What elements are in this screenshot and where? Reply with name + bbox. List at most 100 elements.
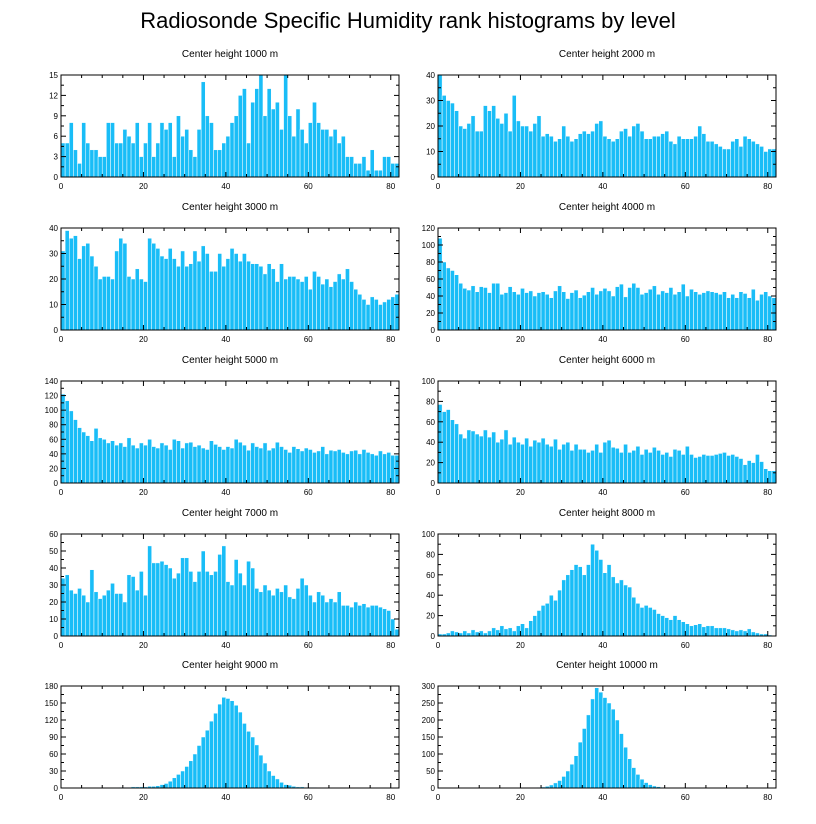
panel-1-bar xyxy=(167,122,173,178)
panel-6-bar xyxy=(685,446,690,484)
panel-10-ytick-label: 150 xyxy=(422,733,436,742)
panel-5-bar xyxy=(97,437,103,484)
panel-6-bar xyxy=(598,452,604,484)
panel-4-xtick-label: 80 xyxy=(763,335,772,344)
panel-1-bar xyxy=(110,122,115,178)
panel-1-bar xyxy=(295,108,301,178)
panel-1-bar xyxy=(139,156,144,178)
panel-7-bar xyxy=(106,589,111,637)
panel-6-bar xyxy=(643,449,649,484)
panel-7-bar xyxy=(139,571,144,637)
panel-3-xtick-label: 40 xyxy=(221,335,230,344)
panel-3-bar xyxy=(295,278,301,331)
panel-10-xtick-label: 0 xyxy=(436,793,441,802)
panel-1-bar xyxy=(328,135,334,178)
panel-5-bar xyxy=(167,449,173,484)
panel-1-bar xyxy=(155,142,161,178)
panel-9-bar xyxy=(163,783,169,789)
panel-7-bar xyxy=(258,591,264,637)
panel-9-bar xyxy=(192,753,198,789)
panel-8-bar xyxy=(573,564,579,637)
panel-3-bar xyxy=(266,263,272,331)
panel-3-bar xyxy=(233,253,239,331)
panel-1-bar xyxy=(73,149,78,178)
panel-4-bar xyxy=(693,291,698,331)
panel-1-bar xyxy=(81,122,86,178)
panel-2-bar xyxy=(524,125,529,178)
panel-5-bar xyxy=(159,442,165,484)
panel-5-bar xyxy=(106,442,111,484)
panel-8-bar xyxy=(602,572,608,637)
panel-2-bar xyxy=(746,138,752,178)
panel-7-xtick-label: 80 xyxy=(386,641,395,650)
panel-4-title: Center height 4000 m xyxy=(559,202,655,213)
panel-1-bar xyxy=(262,115,268,178)
panel-1-bar xyxy=(369,149,375,178)
panel-7-bar xyxy=(225,581,231,637)
panel-5-bar xyxy=(394,455,400,484)
panel-3-bar xyxy=(320,283,326,331)
panel-6-bar xyxy=(726,455,731,484)
panel-6-bar xyxy=(445,409,451,484)
panel-7-bar xyxy=(93,591,99,637)
panel-9: Center height 9000 m 0 20 40 60 80 0 30 60 90 120 1… xyxy=(45,660,400,802)
panel-5-bar xyxy=(134,447,140,484)
panel-7-bar xyxy=(291,598,297,637)
panel-6-bar xyxy=(487,436,492,484)
panel-5-bar xyxy=(365,452,371,484)
panel-8-bar xyxy=(594,550,600,637)
panel-8-bar xyxy=(713,627,719,637)
panel-1-bar xyxy=(345,156,350,178)
panel-8-bar xyxy=(495,629,501,637)
panel-8-bar xyxy=(614,582,620,637)
panel-4-bar xyxy=(713,292,719,331)
panel-6-bar xyxy=(441,411,447,484)
panel-9-ytick-label: 180 xyxy=(45,682,59,691)
panel-2-bar xyxy=(544,133,550,178)
panel-8-bar xyxy=(734,630,740,637)
panel-7-bar xyxy=(130,576,136,637)
panel-1-bar xyxy=(250,101,255,178)
panel-1-bar xyxy=(134,122,140,178)
panel-5-bar xyxy=(361,449,367,484)
panel-8-bar xyxy=(697,623,703,637)
panel-3-bar xyxy=(316,276,321,331)
panel-6-bar xyxy=(676,450,682,484)
panel-1-bar xyxy=(279,129,284,178)
panel-7-bar xyxy=(176,572,181,637)
panel-5-ytick-label: 80 xyxy=(49,421,58,430)
panel-6-bar xyxy=(516,441,521,484)
panel-5-bar xyxy=(312,452,317,484)
panel-6-xtick-label: 40 xyxy=(598,488,607,497)
panel-1-ytick-label: 6 xyxy=(54,132,59,141)
panel-1-bar xyxy=(299,129,305,178)
panel-8-bar xyxy=(487,630,492,637)
panel-4-bar xyxy=(516,294,521,331)
panel-2-bar xyxy=(664,130,670,178)
panel-4-bar xyxy=(540,291,546,331)
panel-7-bar xyxy=(345,605,350,637)
panel-8-bar xyxy=(577,566,583,637)
panel-3-bar xyxy=(180,250,185,331)
panel-3-bar xyxy=(229,248,235,331)
panel-6-xtick-label: 60 xyxy=(681,488,690,497)
panel-7-bar xyxy=(369,605,375,637)
panel-2-bar xyxy=(614,138,620,178)
panel-10-bar xyxy=(602,697,608,789)
panel-4-bar xyxy=(627,287,632,331)
panel-6-title: Center height 6000 m xyxy=(559,355,655,366)
panel-1-bar xyxy=(374,169,379,178)
panel-10-bar xyxy=(598,691,604,789)
panel-7-bar xyxy=(155,562,161,637)
panel-9-bar xyxy=(167,780,173,789)
panel-7-bar xyxy=(341,605,346,637)
panel-9-bar xyxy=(213,712,218,789)
panel-2-bar xyxy=(722,148,727,178)
panel-5-bar xyxy=(246,449,251,484)
panel-9-xtick-label: 60 xyxy=(304,793,313,802)
panel-4-ytick-label: 100 xyxy=(422,241,436,250)
panel-4-bar xyxy=(478,286,484,331)
panel-4-xtick-label: 40 xyxy=(598,335,607,344)
panel-2-bar xyxy=(730,141,736,178)
panel-8-bar xyxy=(610,576,616,637)
